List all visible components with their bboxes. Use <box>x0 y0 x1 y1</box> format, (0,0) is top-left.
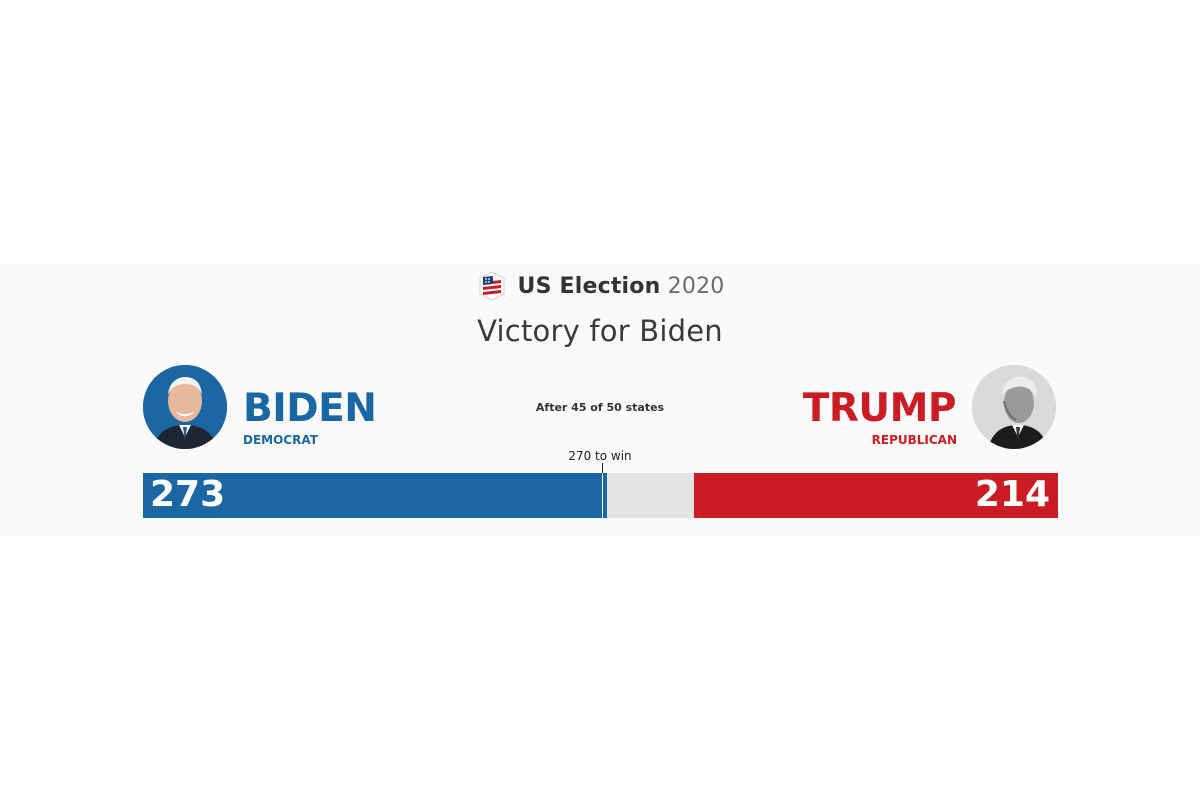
electoral-vote-bar: 273 214 <box>143 463 1058 518</box>
biden-avatar <box>143 365 227 449</box>
republican-votes-bar: 214 <box>694 473 1058 518</box>
trump-avatar <box>972 365 1056 449</box>
page-title: Victory for Biden <box>477 314 723 348</box>
candidate-portrait-icon <box>972 365 1056 449</box>
election-header: US Election 2020 <box>0 270 1200 302</box>
republican-party-label: REPUBLICAN <box>871 433 957 447</box>
democrat-candidate-name: BIDEN <box>243 386 377 431</box>
threshold-tick <box>602 463 603 473</box>
threshold-label: 270 to win <box>568 449 632 463</box>
states-progress-text: After 45 of 50 states <box>535 401 665 414</box>
democrat-party-label: DEMOCRAT <box>243 433 318 447</box>
republican-candidate-name: TRUMP <box>802 386 957 431</box>
election-header-title: US Election 2020 <box>518 274 725 299</box>
democrat-vote-count: 273 <box>150 474 226 515</box>
candidate-portrait-icon <box>143 365 227 449</box>
header-year: 2020 <box>667 273 725 299</box>
us-flag-badge-icon <box>479 271 505 301</box>
threshold-line <box>602 473 603 518</box>
header-brand: US Election <box>517 273 661 299</box>
republican-vote-count: 214 <box>974 474 1050 515</box>
democrat-votes-bar: 273 <box>143 473 607 518</box>
